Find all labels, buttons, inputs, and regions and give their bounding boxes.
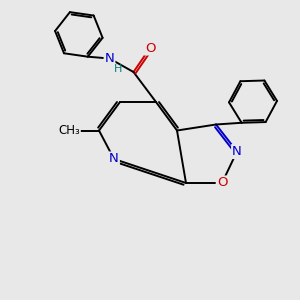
Text: N: N — [109, 152, 119, 166]
Text: H: H — [114, 64, 122, 74]
Text: N: N — [105, 52, 114, 65]
Text: O: O — [217, 176, 227, 190]
Text: N: N — [232, 145, 242, 158]
Text: O: O — [145, 41, 155, 55]
Text: CH₃: CH₃ — [58, 124, 80, 137]
